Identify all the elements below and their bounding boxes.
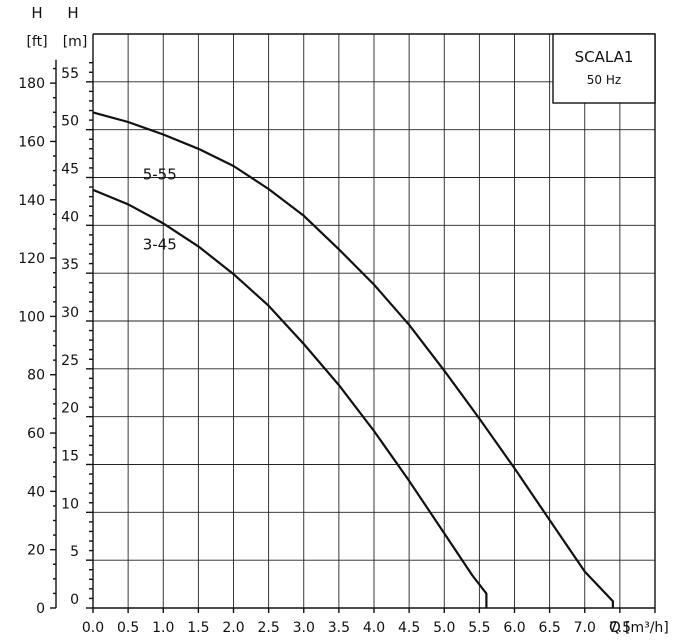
y-tick-label-m: 15 [61, 449, 79, 465]
y-tick-label-ft: 120 [18, 251, 45, 267]
x-tick-label: 6.0 [503, 620, 525, 636]
x-tick-label: 3.0 [293, 620, 315, 636]
x-tick-label: 4.0 [363, 620, 385, 636]
y-tick-label-m: 0 [70, 592, 79, 608]
curve-label-5-55: 5-55 [143, 165, 177, 183]
y-tick-label-ft: 80 [27, 368, 45, 384]
x-tick-label: 0.0 [82, 620, 104, 636]
x-tick-label: 2.5 [257, 620, 279, 636]
legend-title: SCALA1 [575, 48, 634, 66]
y-tick-label-ft: 60 [27, 426, 45, 442]
x-tick-label: 1.5 [187, 620, 209, 636]
axes [50, 33, 656, 613]
x-axis-unit: [m³/h] [625, 620, 669, 636]
x-tick-label: 2.0 [222, 620, 244, 636]
y-tick-label-m: 10 [61, 496, 79, 512]
curve-label-3-45: 3-45 [143, 235, 177, 253]
curve-5-55 [92, 111, 614, 608]
x-tick-label: 7.0 [574, 620, 596, 636]
y-tick-label-m: 20 [61, 401, 79, 417]
legend-frame [552, 33, 656, 104]
x-tick-label: 1.0 [152, 620, 174, 636]
legend-box: SCALA1 50 Hz [552, 33, 656, 104]
x-axis-title: Q [609, 618, 621, 636]
x-tick-label: 3.5 [328, 620, 350, 636]
y-tick-label-m: 40 [61, 209, 79, 225]
y-axis-ft-title: H [31, 4, 42, 22]
x-tick-label: 5.5 [468, 620, 490, 636]
y-axis-ft-unit: [ft] [26, 34, 47, 50]
y-tick-label-ft: 20 [27, 543, 45, 559]
y-tick-label-m: 25 [61, 353, 79, 369]
x-tick-label: 4.5 [398, 620, 420, 636]
y-tick-label-ft: 180 [18, 76, 45, 92]
x-tick-label: 6.5 [538, 620, 560, 636]
y-tick-label-m: 35 [61, 257, 79, 273]
y-axis-m-unit: [m] [63, 34, 88, 50]
x-tick-label: 0.5 [117, 620, 139, 636]
x-tick-label: 5.0 [433, 620, 455, 636]
y-tick-label-m: 50 [61, 114, 79, 130]
grid [93, 33, 656, 608]
y-tick-label-m: 45 [61, 162, 79, 178]
y-tick-label-ft: 100 [18, 309, 45, 325]
curve-3-45 [92, 188, 488, 608]
y-tick-label-m: 30 [61, 305, 79, 321]
y-tick-label-m: 55 [61, 66, 79, 82]
curves [92, 111, 614, 608]
x-tick-label: 7.5 [609, 620, 631, 636]
y-tick-label-ft: 40 [27, 484, 45, 500]
y-tick-label-ft: 160 [18, 134, 45, 150]
y-tick-label-m: 5 [70, 544, 79, 560]
y-tick-label-ft: 0 [36, 601, 45, 617]
y-tick-label-ft: 140 [18, 193, 45, 209]
y-axis-m-title: H [67, 4, 78, 22]
legend-subtitle: 50 Hz [587, 73, 621, 87]
labels: 0.0 0.5 1.0 1.5 2.0 2.5 3.0 3.5 4.0 4.5 5.0 5.5 6.0 6… [18, 66, 631, 636]
